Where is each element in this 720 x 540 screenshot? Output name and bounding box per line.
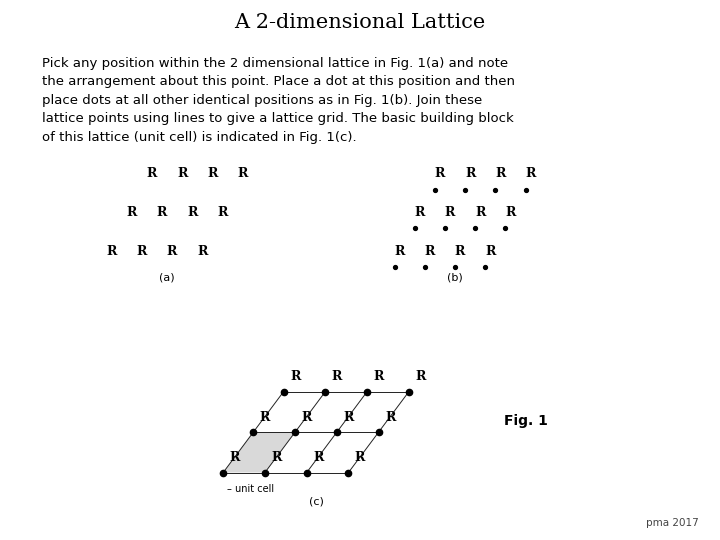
Text: R: R <box>435 167 445 180</box>
Text: R: R <box>290 370 300 383</box>
Text: R: R <box>271 451 282 464</box>
Text: R: R <box>465 167 475 180</box>
Text: R: R <box>395 245 405 258</box>
Text: R: R <box>302 411 312 424</box>
Text: Pick any position within the 2 dimensional lattice in Fig. 1(a) and note
the arr: Pick any position within the 2 dimension… <box>42 57 515 144</box>
Text: R: R <box>187 206 197 219</box>
Text: R: R <box>197 245 207 258</box>
Text: R: R <box>167 245 177 258</box>
Text: (b): (b) <box>447 273 463 283</box>
Text: pma 2017: pma 2017 <box>646 518 698 528</box>
Text: R: R <box>157 206 167 219</box>
Text: R: R <box>415 370 426 383</box>
Text: R: R <box>230 451 240 464</box>
Text: (a): (a) <box>159 273 175 283</box>
Text: (c): (c) <box>309 497 323 507</box>
Text: R: R <box>147 167 157 180</box>
Text: R: R <box>485 245 495 258</box>
Text: R: R <box>313 451 323 464</box>
Text: R: R <box>475 206 485 219</box>
Text: R: R <box>455 245 465 258</box>
Text: R: R <box>425 245 435 258</box>
Text: R: R <box>415 206 425 219</box>
Polygon shape <box>223 432 295 472</box>
Text: R: R <box>526 167 536 180</box>
Text: R: R <box>127 206 137 219</box>
Text: A 2-dimensional Lattice: A 2-dimensional Lattice <box>235 14 485 32</box>
Text: R: R <box>238 167 248 180</box>
Text: R: R <box>260 411 270 424</box>
Text: R: R <box>137 245 147 258</box>
Text: R: R <box>495 167 505 180</box>
Text: Fig. 1: Fig. 1 <box>504 414 548 428</box>
Text: R: R <box>332 370 342 383</box>
Text: R: R <box>374 370 384 383</box>
Text: R: R <box>505 206 516 219</box>
Text: – unit cell: – unit cell <box>227 484 274 495</box>
Text: R: R <box>207 167 217 180</box>
Text: R: R <box>385 411 395 424</box>
Text: R: R <box>177 167 187 180</box>
Text: R: R <box>343 411 354 424</box>
Text: R: R <box>217 206 228 219</box>
Text: R: R <box>107 245 117 258</box>
Text: R: R <box>445 206 455 219</box>
Text: R: R <box>355 451 365 464</box>
